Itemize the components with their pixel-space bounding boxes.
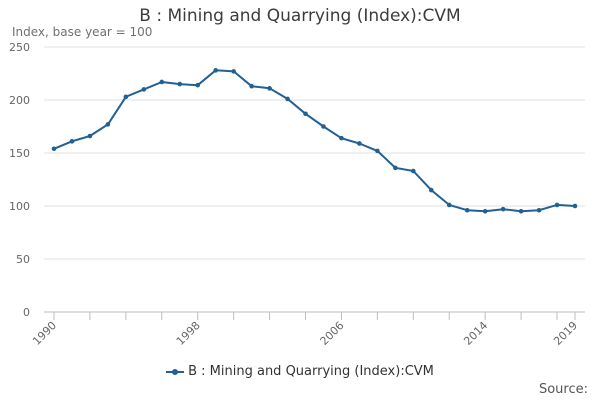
data-point [357, 141, 362, 146]
data-point [482, 209, 488, 214]
data-point [285, 96, 290, 102]
data-point [518, 209, 524, 214]
y-tick-label: 100 [9, 200, 30, 213]
data-point [231, 69, 236, 74]
data-point [554, 202, 560, 208]
chart-title: B : Mining and Quarrying (Index):CVM [139, 6, 461, 26]
data-point [446, 202, 452, 208]
data-point [572, 203, 578, 209]
x-tick-label: 1990 [30, 319, 59, 348]
data-point [267, 86, 272, 91]
data-point [393, 165, 398, 171]
data-point [105, 122, 111, 127]
data-point [536, 207, 542, 213]
y-tick-label: 250 [9, 41, 30, 54]
data-point [249, 83, 254, 89]
data-point [159, 79, 165, 85]
data-point [213, 68, 218, 73]
data-point [321, 124, 326, 129]
legend[interactable]: B : Mining and Quarrying (Index):CVM [0, 364, 600, 379]
x-tick-label: 1998 [174, 319, 203, 348]
data-point [428, 187, 434, 193]
data-point [177, 81, 183, 87]
data-point [141, 87, 147, 92]
data-point [195, 82, 201, 88]
x-tick-label: 2019 [551, 319, 580, 348]
data-point [303, 111, 308, 117]
data-point [375, 148, 380, 154]
y-axis-label: Index, base year = 100 [12, 25, 153, 39]
data-point [123, 94, 129, 100]
legend-label: B : Mining and Quarrying (Index):CVM [188, 364, 434, 379]
data-point [500, 206, 506, 212]
y-tick-label: 200 [9, 94, 30, 107]
data-point [51, 146, 57, 152]
data-point [464, 207, 470, 213]
data-point [339, 135, 344, 141]
y-tick-label: 0 [23, 306, 30, 319]
data-point [69, 139, 75, 144]
source-label: Source: [538, 382, 588, 397]
data-point [411, 168, 416, 174]
x-tick-label: 2006 [318, 319, 347, 348]
y-tick-label: 50 [16, 253, 30, 266]
legend-swatch-icon [166, 366, 185, 378]
series-line [53, 69, 576, 213]
data-point [87, 133, 93, 139]
y-tick-label: 150 [9, 147, 30, 160]
x-tick-label: 2014 [461, 319, 490, 348]
